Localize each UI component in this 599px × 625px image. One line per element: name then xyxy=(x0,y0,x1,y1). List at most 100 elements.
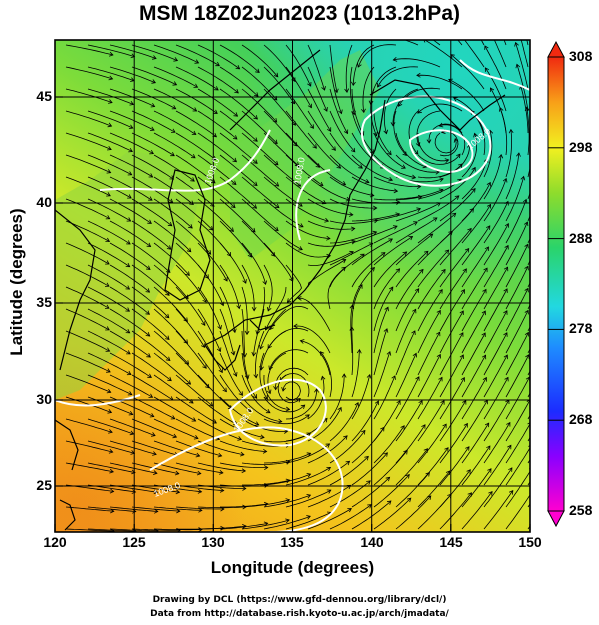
streamline-arrow xyxy=(252,204,258,209)
streamline xyxy=(285,44,312,87)
streamline xyxy=(175,286,206,326)
streamline-arrow xyxy=(464,247,470,253)
streamline xyxy=(417,310,441,354)
streamline xyxy=(505,266,529,310)
streamline-arrow xyxy=(125,262,131,268)
streamline xyxy=(461,377,487,420)
streamline-arrow xyxy=(298,246,303,251)
streamline xyxy=(395,233,433,266)
streamline xyxy=(87,88,134,105)
streamline xyxy=(131,440,178,456)
streamline-arrow xyxy=(126,217,132,222)
streamline xyxy=(483,201,509,244)
streamline-arrow xyxy=(349,212,354,217)
streamline xyxy=(153,330,189,365)
streamline-arrow xyxy=(253,159,258,164)
streamline-arrow xyxy=(327,127,332,132)
streamline xyxy=(395,269,424,310)
streamline-arrow xyxy=(240,451,245,457)
streamline xyxy=(241,242,266,285)
streamline-arrow xyxy=(270,252,276,257)
streamline xyxy=(87,110,133,129)
streamline xyxy=(65,110,112,127)
streamline-arrow xyxy=(254,92,259,97)
streamline-arrow xyxy=(391,375,396,380)
streamline xyxy=(175,330,207,369)
streamline-arrow xyxy=(526,399,530,404)
streamline xyxy=(267,352,287,394)
streamline xyxy=(197,132,237,163)
streamline xyxy=(153,396,196,422)
streamline-arrow xyxy=(411,174,417,180)
streamline-arrow xyxy=(172,81,178,86)
streamline xyxy=(241,418,288,432)
streamline xyxy=(219,220,252,258)
streamline-arrow xyxy=(107,122,113,128)
streamline xyxy=(505,199,527,244)
streamline-arrow xyxy=(524,243,529,249)
streamline-arrow xyxy=(503,310,508,315)
streamline-arrow xyxy=(471,187,476,193)
streamline-arrow xyxy=(266,389,272,395)
y-tick-label: 25 xyxy=(36,477,52,493)
streamline-arrow xyxy=(438,288,443,294)
streamline xyxy=(285,512,332,530)
streamline xyxy=(417,332,441,376)
streamline-arrow xyxy=(383,129,389,135)
streamline-arrow xyxy=(149,413,155,418)
streamline xyxy=(219,522,268,530)
streamline xyxy=(219,88,258,120)
streamline xyxy=(241,198,279,231)
streamline xyxy=(439,124,466,156)
streamline-arrow xyxy=(217,325,222,330)
streamline xyxy=(109,220,151,247)
streamline xyxy=(483,467,513,508)
streamline-arrow xyxy=(386,500,392,505)
streamline xyxy=(65,88,113,103)
streamline xyxy=(87,66,135,82)
streamline-arrow xyxy=(388,176,394,182)
streamline xyxy=(175,220,212,255)
streamline-arrow xyxy=(106,169,112,174)
streamline xyxy=(439,188,476,222)
streamline-arrow xyxy=(222,387,227,393)
streamline xyxy=(65,330,110,352)
streamline xyxy=(259,352,268,400)
streamline-arrow xyxy=(262,280,268,286)
streamline xyxy=(259,308,287,350)
streamline-arrow xyxy=(473,132,478,138)
streamline-arrow xyxy=(347,508,352,513)
streamline xyxy=(87,286,130,312)
streamline xyxy=(197,396,238,425)
streamline-arrow xyxy=(201,321,206,326)
streamline xyxy=(329,176,374,196)
streamline-arrow xyxy=(167,221,173,227)
streamline-arrow xyxy=(127,391,133,396)
streamline xyxy=(131,242,171,273)
streamline-arrow xyxy=(389,286,394,292)
streamline xyxy=(483,399,510,442)
streamline xyxy=(241,110,278,144)
y-tick-label: 40 xyxy=(36,194,52,210)
streamline xyxy=(131,264,170,296)
streamline xyxy=(219,66,259,97)
streamline-arrow xyxy=(151,432,156,437)
streamline-arrow xyxy=(233,420,238,426)
streamline-arrow xyxy=(502,177,508,183)
streamline-arrow xyxy=(402,16,406,20)
y-tick-label: 45 xyxy=(36,88,52,104)
streamline xyxy=(285,388,317,420)
streamline-arrow xyxy=(165,356,171,362)
streamline xyxy=(109,176,153,201)
streamline-arrow xyxy=(145,310,151,315)
streamline-arrow xyxy=(486,445,491,451)
streamline xyxy=(329,430,366,464)
streamline-arrow xyxy=(413,221,418,226)
streamline xyxy=(109,374,153,398)
streamline xyxy=(393,110,407,156)
streamline xyxy=(87,308,130,334)
streamline-arrow xyxy=(448,78,453,84)
streamline xyxy=(219,132,258,164)
streamline xyxy=(483,445,512,486)
streamline-arrow xyxy=(253,373,259,379)
